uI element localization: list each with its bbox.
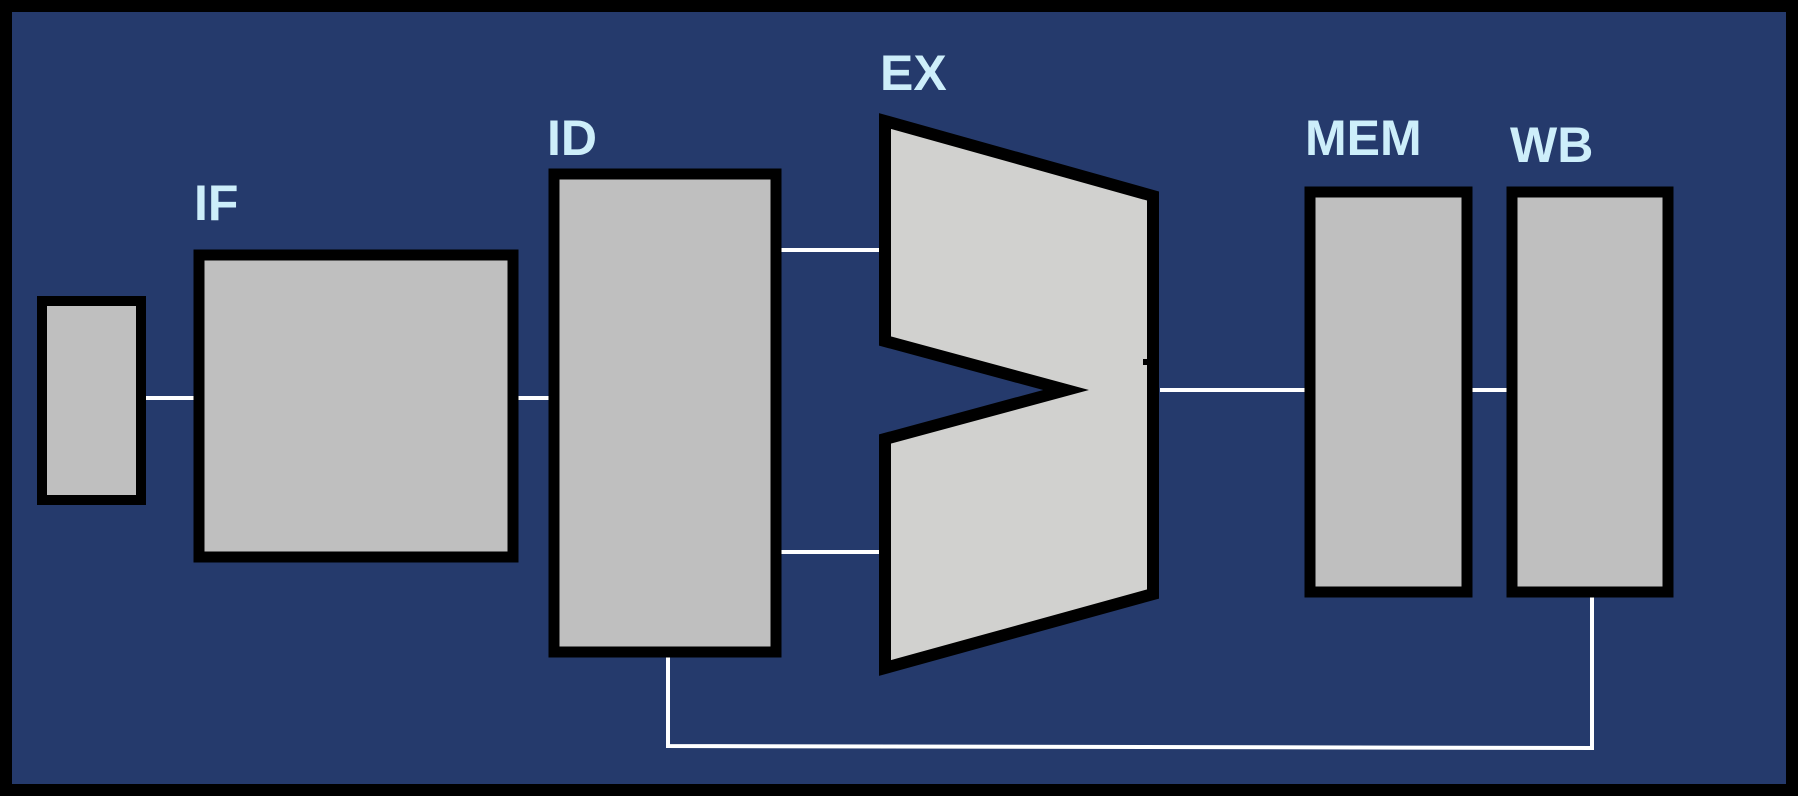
stage-label-wb: WB xyxy=(1510,117,1593,173)
stage-label-id: ID xyxy=(547,110,597,166)
id-block xyxy=(548,168,782,658)
mem-block xyxy=(1304,186,1473,598)
wire-writeback-loop xyxy=(666,597,1594,751)
if-block xyxy=(193,249,519,563)
ex-alu xyxy=(879,113,1159,676)
stage-label-if: IF xyxy=(194,175,238,231)
pc-register xyxy=(37,296,146,505)
stage-label-mem: MEM xyxy=(1305,110,1422,166)
wires xyxy=(146,248,1594,751)
stage-label-ex: EX xyxy=(880,45,947,101)
wb-block xyxy=(1506,186,1674,598)
